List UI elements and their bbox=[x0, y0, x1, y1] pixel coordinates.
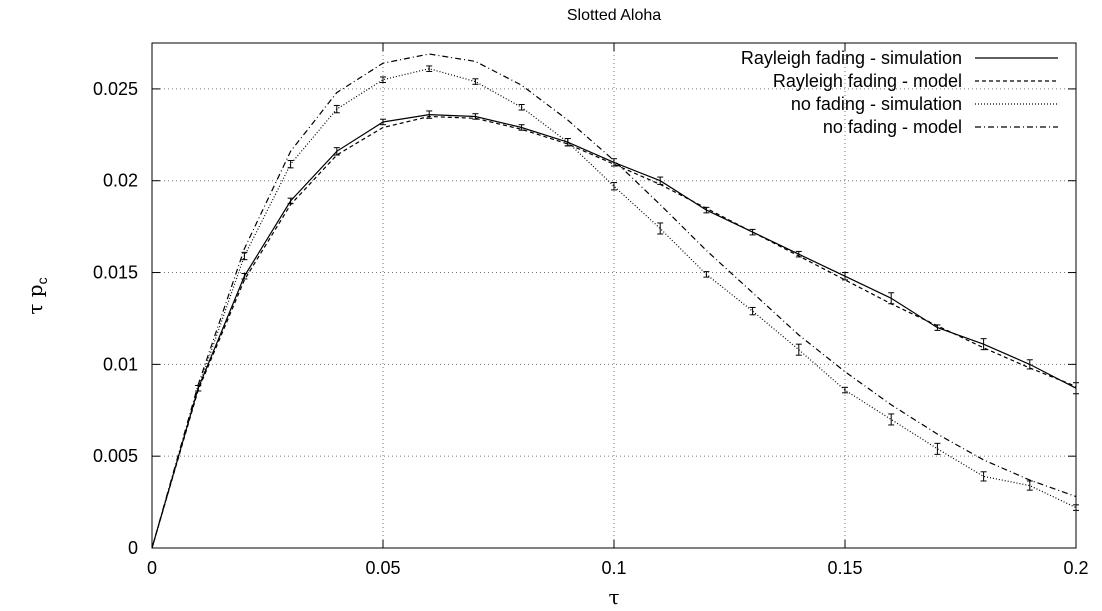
error-bar bbox=[195, 384, 202, 392]
error-bar bbox=[241, 251, 248, 261]
y-axis-label-main: τ p bbox=[23, 284, 47, 314]
error-bar bbox=[980, 471, 987, 482]
error-bar bbox=[657, 222, 664, 235]
error-bar bbox=[1026, 480, 1033, 491]
error-bar bbox=[333, 147, 340, 156]
error-bar bbox=[749, 228, 756, 236]
error-bar bbox=[241, 272, 248, 280]
error-bar bbox=[888, 292, 895, 305]
series-line-no-fading-model bbox=[151, 53, 1077, 549]
y-tick-label: 0.02 bbox=[103, 171, 138, 191]
series-group bbox=[151, 53, 1079, 549]
error-bar bbox=[749, 306, 756, 316]
legend-label-rayleigh-fading-model: Rayleigh fading - model bbox=[773, 71, 962, 91]
error-bar bbox=[888, 413, 895, 426]
x-tick-label: 0.05 bbox=[365, 558, 400, 578]
series-line-rayleigh-fading-model bbox=[151, 115, 1077, 549]
error-bar bbox=[380, 76, 386, 83]
y-tick-label: 0.005 bbox=[93, 446, 138, 466]
legend-label-rayleigh-fading-simulation: Rayleigh fading - simulation bbox=[741, 48, 962, 68]
y-axis-label-sub: c bbox=[34, 277, 50, 284]
legend-label-no-fading-model: no fading - model bbox=[823, 117, 962, 137]
x-tick-label: 0 bbox=[147, 558, 157, 578]
error-bar bbox=[472, 78, 479, 85]
error-bar bbox=[518, 104, 525, 111]
error-bar bbox=[333, 104, 340, 114]
plot-frame bbox=[151, 42, 1077, 549]
y-axis-label: τ pc bbox=[23, 277, 50, 314]
error-bar bbox=[657, 176, 664, 185]
axis-ticks: 0 0.05 0.1 0.15 0.2 0 0.005 0.01 0.015 0.02 0.025 bbox=[93, 43, 1089, 578]
legend-label-no-fading-simulation: no fading - simulation bbox=[791, 94, 962, 114]
error-bar bbox=[980, 338, 987, 351]
y-tick-label: 0 bbox=[128, 538, 138, 558]
error-bar bbox=[795, 343, 802, 356]
y-tick-label: 0.015 bbox=[93, 263, 138, 283]
chart-title: Slotted Aloha bbox=[567, 7, 661, 24]
error-bar bbox=[934, 442, 941, 455]
error-bar bbox=[564, 137, 571, 147]
y-tick-label: 0.025 bbox=[93, 79, 138, 99]
error-bar bbox=[842, 272, 848, 281]
error-bar bbox=[842, 386, 848, 394]
error-bar bbox=[380, 118, 386, 126]
x-tick-label: 0.2 bbox=[1063, 558, 1088, 578]
x-tick-label: 0.15 bbox=[827, 558, 862, 578]
legend: Rayleigh fading - simulation Rayleigh fad… bbox=[741, 48, 1058, 137]
y-tick-label: 0.01 bbox=[103, 354, 138, 374]
error-bar bbox=[287, 197, 294, 205]
error-bar bbox=[611, 182, 617, 191]
x-tick-label: 0.1 bbox=[601, 558, 626, 578]
error-bar bbox=[287, 160, 294, 169]
error-bar bbox=[426, 65, 433, 72]
series-line-no-fading-simulation bbox=[151, 68, 1077, 549]
error-bar bbox=[703, 271, 710, 278]
x-axis-label: τ bbox=[608, 585, 619, 609]
